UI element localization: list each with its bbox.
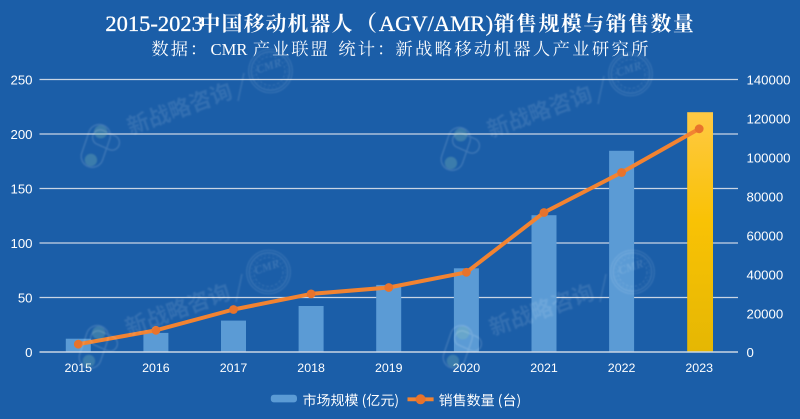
- svg-text:20000: 20000: [747, 306, 784, 321]
- svg-text:2017: 2017: [220, 361, 248, 375]
- svg-text:100: 100: [10, 236, 32, 251]
- svg-text:250: 250: [10, 73, 32, 88]
- svg-text:120000: 120000: [747, 112, 791, 127]
- svg-text:50: 50: [18, 291, 33, 306]
- svg-text:CMR: CMR: [211, 40, 249, 59]
- svg-text:60000: 60000: [747, 228, 784, 243]
- svg-text:200: 200: [10, 127, 32, 142]
- svg-text:2020: 2020: [453, 361, 481, 375]
- svg-text:2018: 2018: [297, 361, 325, 375]
- svg-text:2022: 2022: [608, 361, 636, 375]
- svg-text:2021: 2021: [530, 361, 558, 375]
- svg-text:80000: 80000: [747, 190, 784, 205]
- svg-text:): ): [486, 11, 494, 36]
- svg-text:2016: 2016: [142, 361, 170, 375]
- svg-text:2015-2023: 2015-2023: [105, 11, 202, 36]
- svg-text:100000: 100000: [747, 151, 791, 166]
- svg-text:40000: 40000: [747, 267, 784, 282]
- svg-text:2023: 2023: [685, 361, 713, 375]
- svg-text:2019: 2019: [375, 361, 403, 375]
- svg-text:140000: 140000: [747, 73, 791, 88]
- svg-text:0: 0: [747, 345, 754, 360]
- svg-text:150: 150: [10, 182, 32, 197]
- svg-text:AGV/AMR: AGV/AMR: [379, 11, 485, 36]
- svg-text:0: 0: [25, 345, 32, 360]
